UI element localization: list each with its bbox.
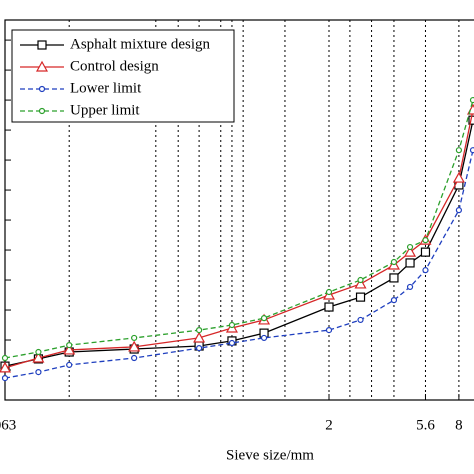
marker [357,316,364,324]
legend: Asphalt mixture design Control design Lowe… [11,29,235,123]
marker [404,245,417,257]
series-line [4,109,474,369]
marker [390,258,398,266]
marker [422,237,429,244]
marker [260,315,268,322]
marker [325,327,333,334]
marker [35,60,49,72]
marker [389,273,399,283]
marker [131,354,138,362]
marker [35,369,42,376]
marker [38,85,46,93]
marker [455,207,462,214]
marker [324,302,334,312]
plot-frame [4,19,474,401]
series-line [4,150,474,379]
marker [38,107,46,115]
marker [32,351,45,363]
marker [390,297,398,304]
marker [469,147,474,154]
marker [357,276,364,284]
series [1,96,474,362]
x-axis-label: Sieve size/mm [226,447,314,463]
marker [37,40,47,50]
series-line [4,120,474,367]
marker [354,277,367,289]
marker [35,348,42,356]
marker [196,345,203,352]
marker [128,340,141,352]
marker [406,283,414,291]
legend-label: Lower limit [70,80,142,96]
marker [1,354,9,362]
marker [66,361,73,369]
legend-label: Asphalt mixture design [70,36,210,52]
marker [355,292,366,302]
x-tick-label: 063 [0,417,16,433]
marker [196,327,203,334]
legend-label: Control design [70,58,159,74]
marker [406,243,414,251]
x-tick-label: 5.6 [416,417,435,433]
series [1,147,474,382]
marker [228,321,236,329]
marker [420,247,431,257]
marker [325,288,333,296]
marker [422,267,429,274]
x-tick-label: 2 [325,417,333,433]
marker [131,334,138,342]
marker [452,171,465,183]
marker [469,96,474,104]
marker [260,334,268,342]
marker [455,147,462,154]
legend-label: Upper limit [70,102,140,118]
marker [63,343,76,355]
marker [1,375,9,382]
marker [193,331,206,343]
marker [66,342,73,349]
x-tick-label: 8 [455,417,463,433]
marker [0,361,12,373]
series-line [4,99,474,359]
series [0,103,474,373]
marker [405,258,415,268]
marker [228,339,236,347]
